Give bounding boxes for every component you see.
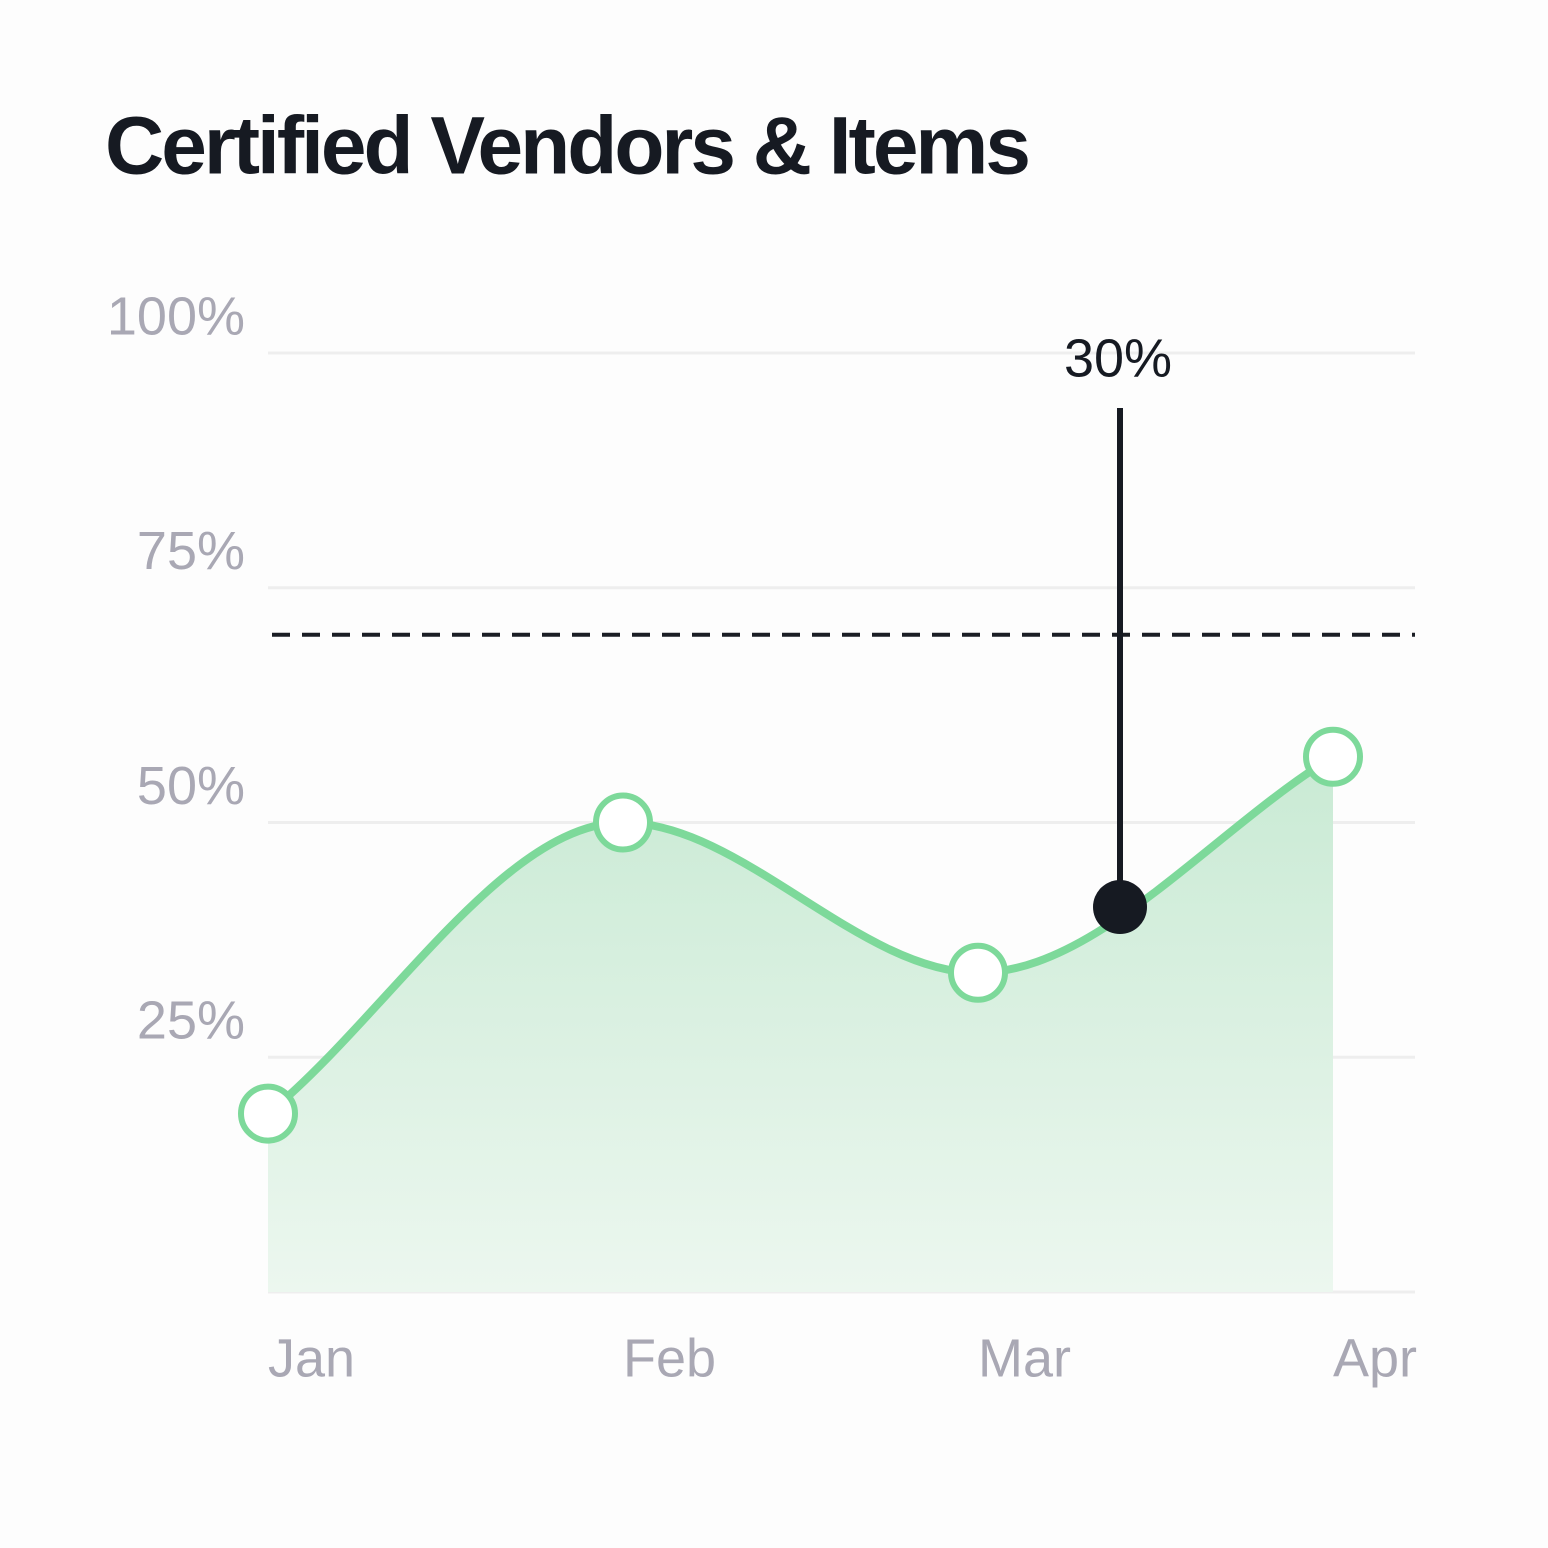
annotation-point xyxy=(1093,880,1147,935)
x-tick-label: Apr xyxy=(1333,1328,1417,1388)
point xyxy=(948,942,1008,1003)
x-tick-label: Jan xyxy=(268,1328,355,1388)
x-tick-label: Mar xyxy=(978,1328,1071,1388)
point xyxy=(593,792,653,853)
y-tick-label: 75% xyxy=(137,521,245,581)
y-tick-label: 50% xyxy=(137,756,245,816)
y-tick-label: 100% xyxy=(107,286,245,346)
point xyxy=(1303,726,1363,787)
line xyxy=(265,753,1336,1117)
x-tick-label: Feb xyxy=(623,1328,716,1388)
point xyxy=(238,1083,298,1144)
chart-title: Certified Vendors & Items xyxy=(105,101,1028,192)
area-fill xyxy=(268,756,1333,1292)
annotation-label: 30% xyxy=(1064,328,1172,388)
y-tick-label: 25% xyxy=(137,991,245,1051)
